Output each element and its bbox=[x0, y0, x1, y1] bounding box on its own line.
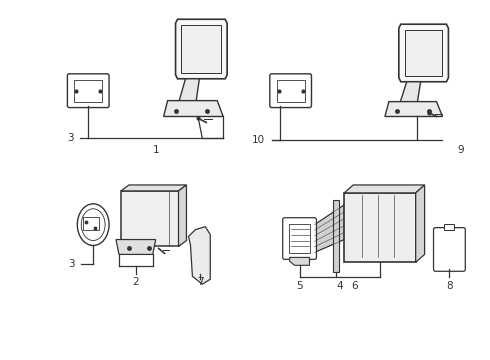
Text: 3: 3 bbox=[67, 133, 74, 143]
Text: 3: 3 bbox=[68, 259, 74, 269]
Ellipse shape bbox=[77, 204, 109, 246]
FancyBboxPatch shape bbox=[68, 74, 109, 108]
Polygon shape bbox=[333, 200, 339, 272]
Polygon shape bbox=[189, 227, 210, 284]
Polygon shape bbox=[116, 239, 156, 255]
Text: 10: 10 bbox=[251, 135, 265, 145]
FancyBboxPatch shape bbox=[434, 228, 465, 271]
Polygon shape bbox=[177, 79, 199, 107]
Bar bbox=[74, 80, 102, 102]
Text: 2: 2 bbox=[132, 277, 139, 287]
Text: 7: 7 bbox=[197, 277, 204, 287]
Text: 4: 4 bbox=[336, 281, 343, 291]
Polygon shape bbox=[164, 100, 223, 117]
Polygon shape bbox=[178, 185, 187, 247]
FancyBboxPatch shape bbox=[283, 218, 317, 260]
Polygon shape bbox=[399, 82, 420, 107]
Text: 1: 1 bbox=[152, 145, 159, 155]
FancyBboxPatch shape bbox=[270, 74, 312, 108]
Polygon shape bbox=[399, 24, 448, 82]
Polygon shape bbox=[344, 193, 416, 262]
Bar bbox=[83, 217, 99, 230]
Text: 9: 9 bbox=[457, 145, 464, 155]
Polygon shape bbox=[385, 102, 442, 117]
Text: 5: 5 bbox=[296, 281, 303, 291]
Polygon shape bbox=[121, 185, 187, 191]
Polygon shape bbox=[405, 30, 442, 76]
Polygon shape bbox=[121, 191, 178, 247]
Text: 6: 6 bbox=[351, 281, 358, 291]
Polygon shape bbox=[181, 25, 221, 73]
Polygon shape bbox=[315, 205, 344, 252]
Polygon shape bbox=[290, 257, 310, 265]
Polygon shape bbox=[416, 185, 425, 262]
Bar bbox=[289, 224, 311, 253]
Ellipse shape bbox=[81, 209, 105, 240]
Polygon shape bbox=[444, 224, 454, 230]
Polygon shape bbox=[175, 19, 227, 79]
Polygon shape bbox=[344, 185, 425, 193]
Bar bbox=[277, 80, 305, 102]
Text: 8: 8 bbox=[446, 281, 453, 291]
